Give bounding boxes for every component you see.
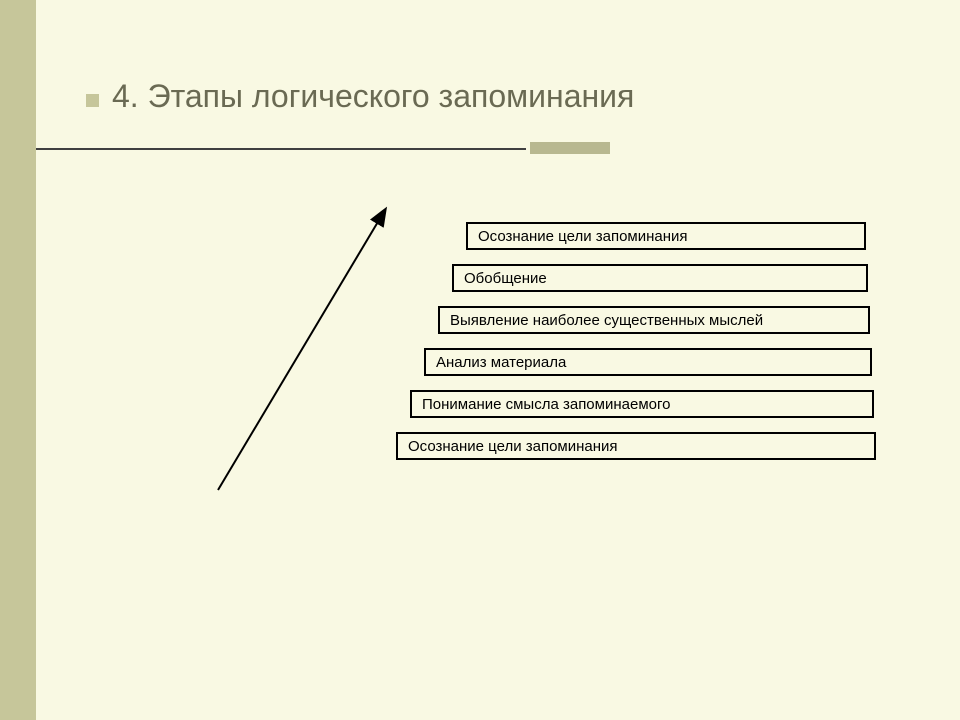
step-label: Осознание цели запоминания (408, 438, 618, 455)
step-box-2: Выявление наиболее существенных мыслей (438, 306, 870, 334)
step-label: Анализ материала (436, 354, 566, 371)
step-box-1: Обобщение (452, 264, 868, 292)
step-box-4: Понимание смысла запоминаемого (410, 390, 874, 418)
step-label: Осознание цели запоминания (478, 228, 688, 245)
step-box-5: Осознание цели запоминания (396, 432, 876, 460)
diagram-container: Осознание цели запоминания Обобщение Выя… (0, 0, 960, 720)
step-label: Обобщение (464, 270, 547, 287)
step-box-0: Осознание цели запоминания (466, 222, 866, 250)
step-box-3: Анализ материала (424, 348, 872, 376)
arrow-line (218, 210, 385, 490)
step-label: Понимание смысла запоминаемого (422, 396, 670, 413)
step-label: Выявление наиболее существенных мыслей (450, 312, 763, 329)
